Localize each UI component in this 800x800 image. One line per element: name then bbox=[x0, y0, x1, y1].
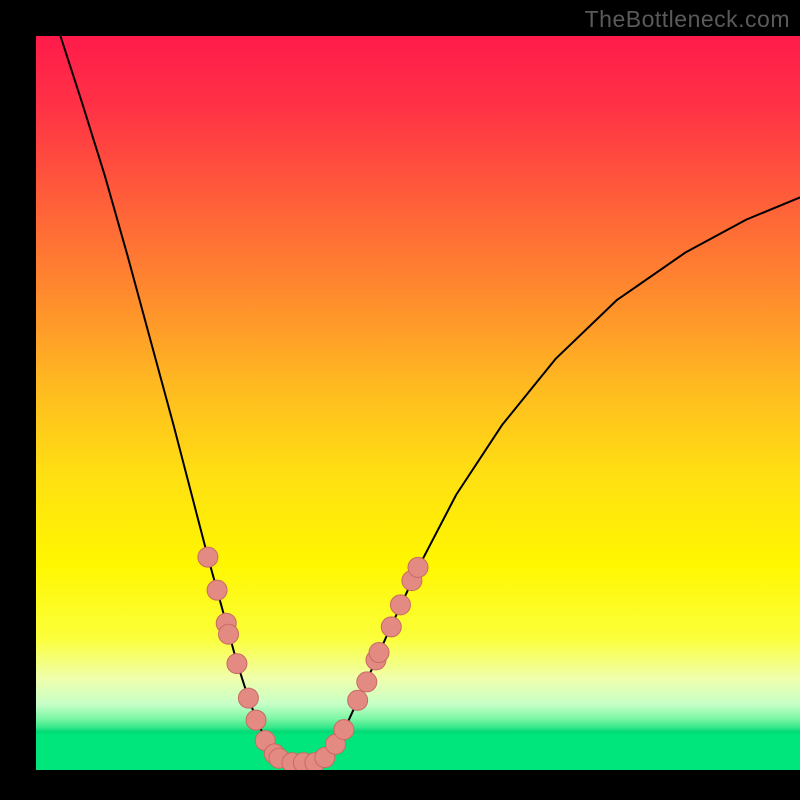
watermark-text: TheBottleneck.com bbox=[585, 6, 790, 33]
marker-point bbox=[390, 595, 410, 615]
marker-point bbox=[408, 557, 428, 577]
marker-point bbox=[219, 624, 239, 644]
plot-area bbox=[36, 36, 800, 770]
marker-point bbox=[369, 643, 389, 663]
marker-point bbox=[198, 547, 218, 567]
marker-point bbox=[381, 617, 401, 637]
marker-point bbox=[227, 654, 247, 674]
marker-point bbox=[334, 720, 354, 740]
marker-point bbox=[246, 710, 266, 730]
chart-svg bbox=[36, 36, 800, 770]
marker-point bbox=[207, 580, 227, 600]
chart-frame: TheBottleneck.com bbox=[0, 0, 800, 800]
chart-background bbox=[36, 36, 800, 770]
marker-point bbox=[238, 688, 258, 708]
marker-point bbox=[348, 690, 368, 710]
marker-point bbox=[357, 672, 377, 692]
